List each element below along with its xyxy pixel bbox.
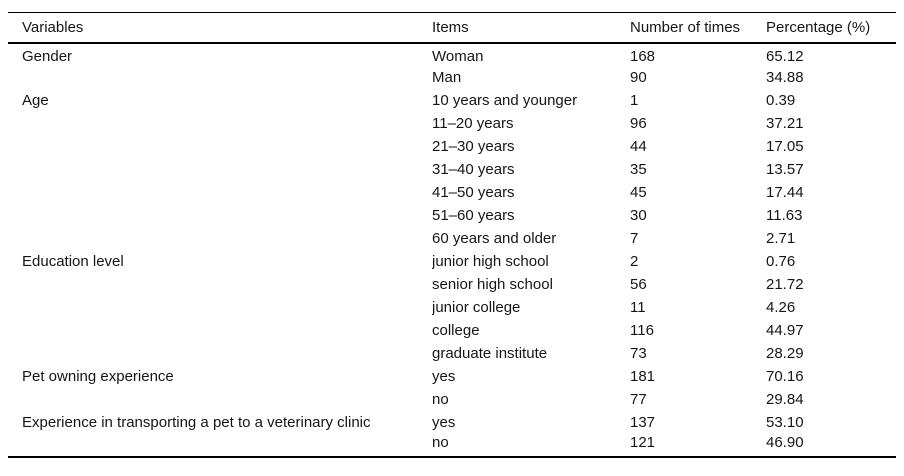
count-cell: 44 — [630, 137, 647, 155]
variable-cell: Education level — [22, 252, 124, 270]
item-cell: junior college — [432, 298, 521, 316]
item-cell: 51–60 years — [432, 206, 515, 224]
variable-cell — [8, 319, 432, 342]
item-cell: 11–20 years — [432, 114, 514, 132]
count-cell: 90 — [630, 68, 647, 86]
column-header-variables: Variables — [8, 12, 432, 44]
percentage-cell: 0.39 — [766, 91, 796, 109]
percentage-cell: 11.63 — [766, 206, 803, 224]
percentage-cell: 53.10 — [766, 413, 804, 431]
count-cell: 168 — [630, 47, 656, 65]
table-row: 11–20 years 96 37.21 — [8, 112, 896, 135]
percentage-cell: 46.90 — [766, 433, 804, 451]
count-cell: 121 — [630, 433, 656, 451]
percentage-cell: 21.72 — [766, 275, 804, 293]
percentage-cell: 44.97 — [766, 321, 804, 339]
table-row: college 116 44.97 — [8, 319, 896, 342]
variable-cell — [8, 227, 432, 250]
count-cell: 77 — [630, 390, 647, 408]
table-row: Gender Woman 168 65.12 — [8, 43, 896, 66]
table-row: 31–40 years 35 13.57 — [8, 158, 896, 181]
table-row: senior high school 56 21.72 — [8, 273, 896, 296]
variable-cell — [8, 342, 432, 365]
variable-cell: Pet owning experience — [22, 367, 174, 385]
item-cell: college — [432, 321, 480, 339]
item-cell: no — [432, 390, 449, 408]
variable-cell — [8, 158, 432, 181]
variable-cell — [8, 273, 432, 296]
variable-cell — [8, 135, 432, 158]
item-cell: junior high school — [432, 252, 549, 270]
variable-cell — [8, 296, 432, 319]
variable-cell — [8, 434, 432, 457]
demographics-table: Variables Items Number of times Percenta… — [8, 12, 896, 458]
variable-cell — [8, 66, 432, 89]
variable-cell — [8, 112, 432, 135]
percentage-cell: 4.26 — [766, 298, 796, 316]
item-cell: yes — [432, 367, 456, 385]
variable-cell — [8, 181, 432, 204]
count-cell: 137 — [630, 413, 656, 431]
table-row: no 121 46.90 — [8, 434, 896, 457]
table-row: Age 10 years and younger 1 0.39 — [8, 89, 896, 112]
percentage-cell: 13.57 — [766, 160, 804, 178]
table-body: Gender Woman 168 65.12 Man 90 34.88 Age 10 years… — [8, 43, 896, 457]
count-cell: 181 — [630, 367, 656, 385]
item-cell: Woman — [432, 47, 484, 65]
item-cell: 21–30 years — [432, 137, 515, 155]
percentage-cell: 70.16 — [766, 367, 804, 385]
count-cell: 45 — [630, 183, 647, 201]
percentage-cell: 65.12 — [766, 47, 804, 65]
table-row: Education level junior high school 2 0.76 — [8, 250, 896, 273]
item-cell: no — [432, 433, 449, 451]
table-row: 41–50 years 45 17.44 — [8, 181, 896, 204]
item-cell: 41–50 years — [432, 183, 515, 201]
item-cell: Man — [432, 68, 462, 86]
item-cell: 10 years and younger — [432, 91, 578, 109]
variable-cell: Experience in transporting a pet to a ve… — [22, 413, 371, 431]
count-cell: 2 — [630, 252, 639, 270]
count-cell: 73 — [630, 344, 647, 362]
column-header-items: Items — [432, 12, 630, 44]
item-cell: graduate institute — [432, 344, 548, 362]
count-cell: 96 — [630, 114, 647, 132]
percentage-cell: 17.44 — [766, 183, 804, 201]
column-header-percentage: Percentage (%) — [766, 12, 896, 44]
count-cell: 30 — [630, 206, 647, 224]
table-row: no 77 29.84 — [8, 388, 896, 411]
table-row: graduate institute 73 28.29 — [8, 342, 896, 365]
percentage-cell: 28.29 — [766, 344, 804, 362]
table-row: 51–60 years 30 11.63 — [8, 204, 896, 227]
percentage-cell: 17.05 — [766, 137, 804, 155]
count-cell: 116 — [630, 321, 654, 339]
variable-cell: Gender — [22, 47, 73, 65]
table-row: junior college 11 4.26 — [8, 296, 896, 319]
count-cell: 11 — [630, 298, 646, 316]
table-row: 21–30 years 44 17.05 — [8, 135, 896, 158]
variable-cell: Age — [22, 91, 49, 109]
table-row: Pet owning experience yes 181 70.16 — [8, 365, 896, 388]
item-cell: senior high school — [432, 275, 553, 293]
count-cell: 56 — [630, 275, 647, 293]
count-cell: 1 — [630, 91, 639, 109]
percentage-cell: 37.21 — [766, 114, 804, 132]
table-header-row: Variables Items Number of times Percenta… — [8, 12, 896, 44]
table-row: 60 years and older 7 2.71 — [8, 227, 896, 250]
item-cell: 60 years and older — [432, 229, 557, 247]
percentage-cell: 0.76 — [766, 252, 796, 270]
variable-cell — [8, 204, 432, 227]
item-cell: 31–40 years — [432, 160, 515, 178]
table-row: Man 90 34.88 — [8, 66, 896, 89]
percentage-cell: 34.88 — [766, 68, 804, 86]
count-cell: 35 — [630, 160, 647, 178]
percentage-cell: 2.71 — [766, 229, 796, 247]
percentage-cell: 29.84 — [766, 390, 804, 408]
table-row: Experience in transporting a pet to a ve… — [8, 411, 896, 434]
column-header-number-of-times: Number of times — [630, 12, 766, 44]
item-cell: yes — [432, 413, 456, 431]
variable-cell — [8, 388, 432, 411]
count-cell: 7 — [630, 229, 639, 247]
